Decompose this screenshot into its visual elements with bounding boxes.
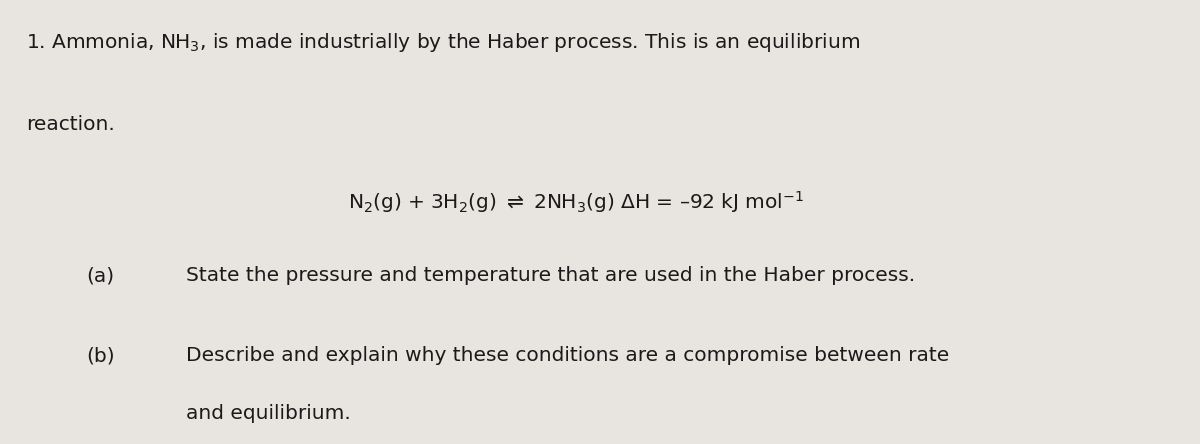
Text: (a): (a) [86,266,114,285]
Text: State the pressure and temperature that are used in the Haber process.: State the pressure and temperature that … [186,266,916,285]
Text: Describe and explain why these conditions are a compromise between rate: Describe and explain why these condition… [186,346,949,365]
Text: reaction.: reaction. [26,115,115,135]
Text: (b): (b) [86,346,115,365]
Text: N$_2$(g) + 3H$_2$(g) $\rightleftharpoons$ 2NH$_3$(g) ΔH = –92 kJ mol$^{-1}$: N$_2$(g) + 3H$_2$(g) $\rightleftharpoons… [348,189,804,214]
Text: 1. Ammonia, NH$_3$, is made industrially by the Haber process. This is an equili: 1. Ammonia, NH$_3$, is made industrially… [26,31,860,54]
Text: and equilibrium.: and equilibrium. [186,404,350,423]
